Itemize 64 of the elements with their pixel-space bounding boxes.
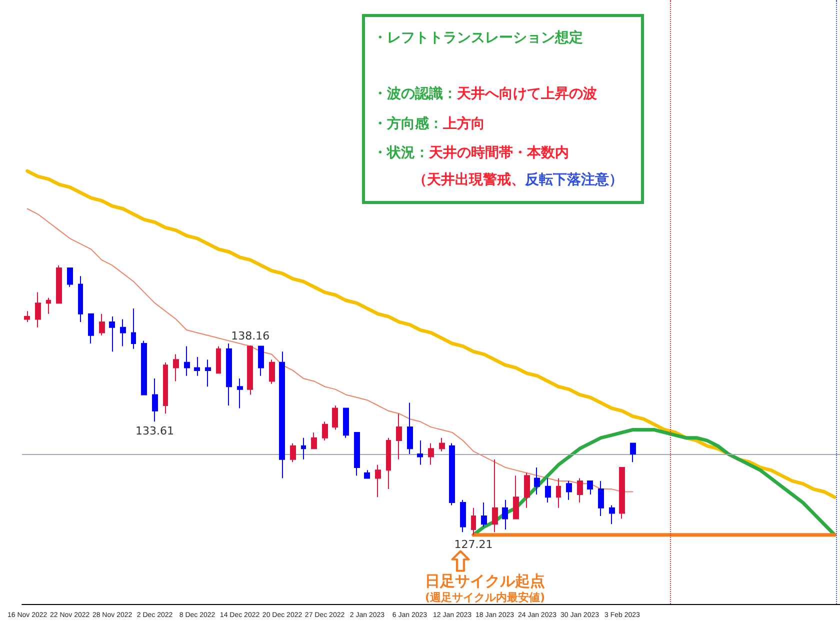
- candlestick: [279, 351, 285, 479]
- candlestick: [311, 432, 317, 450]
- candlestick: [449, 442, 455, 506]
- candlestick: [566, 480, 572, 500]
- candlestick: [35, 292, 41, 328]
- candlestick: [619, 466, 625, 520]
- candlestick: [343, 408, 349, 438]
- candlestick: [46, 297, 51, 314]
- candlestick: [24, 310, 30, 322]
- candlestick: [534, 466, 540, 495]
- candlestick: [258, 346, 264, 376]
- candlestick: [109, 316, 115, 352]
- candlestick: [88, 313, 94, 344]
- candlestick: [524, 472, 530, 508]
- candlestick: [492, 458, 498, 533]
- candlestick: [545, 478, 551, 504]
- candlestick: [630, 442, 636, 463]
- candlestick: [205, 359, 211, 388]
- candlestick: [471, 507, 476, 536]
- annotation: 133.61: [136, 424, 174, 438]
- candlestick: [163, 362, 168, 414]
- candlestick: [152, 378, 158, 422]
- note-box: ・レフトトランスレーション想定 ・波の認識：天井へ向けて上昇の波 ・方向感：上方向 ・状況：天井の時間帯・本数内 （天井出現警戒、反転下落注意）: [362, 14, 644, 204]
- candlestick: [56, 264, 62, 304]
- candlestick: [99, 313, 105, 336]
- annotation: 138.16: [231, 329, 270, 342]
- candlestick: [194, 356, 200, 376]
- candlestick: [216, 346, 221, 374]
- candlestick: [184, 346, 190, 376]
- candlestick: [396, 413, 402, 460]
- candlestick: [120, 318, 126, 347]
- text: 日足サイクル起点: [424, 572, 546, 591]
- candlestick: [237, 378, 243, 409]
- candlestick: [67, 268, 73, 288]
- candlestick: [587, 480, 593, 495]
- candlestick: [226, 343, 232, 406]
- candlestick: [173, 354, 179, 382]
- candlestick: [417, 440, 423, 466]
- candlestick: [301, 437, 306, 460]
- candlestick: [513, 475, 519, 520]
- candlestick: [364, 470, 370, 479]
- text: (週足サイクル内最安値): [424, 590, 546, 605]
- annotation: 127.21: [454, 538, 493, 551]
- candlestick: [332, 404, 338, 430]
- candlestick: [269, 359, 275, 384]
- candlestick: [131, 308, 136, 350]
- candlestick: [556, 478, 561, 508]
- candlestick: [481, 502, 487, 528]
- candlestick: [290, 442, 296, 463]
- candlestick: [354, 432, 360, 476]
- candlestick: [386, 437, 391, 490]
- candlestick: [609, 504, 615, 525]
- candlestick: [407, 402, 413, 455]
- candlestick: [141, 340, 147, 396]
- candlestick: [247, 344, 253, 396]
- candlestick: [439, 437, 445, 452]
- candlestick: [502, 499, 508, 530]
- candlestick: [322, 421, 328, 442]
- candlestick: [375, 464, 381, 498]
- candlestick: [577, 478, 583, 504]
- candlestick: [428, 442, 434, 466]
- candlestick: [460, 499, 466, 533]
- candlestick: [598, 480, 604, 516]
- candlestick: [78, 276, 83, 322]
